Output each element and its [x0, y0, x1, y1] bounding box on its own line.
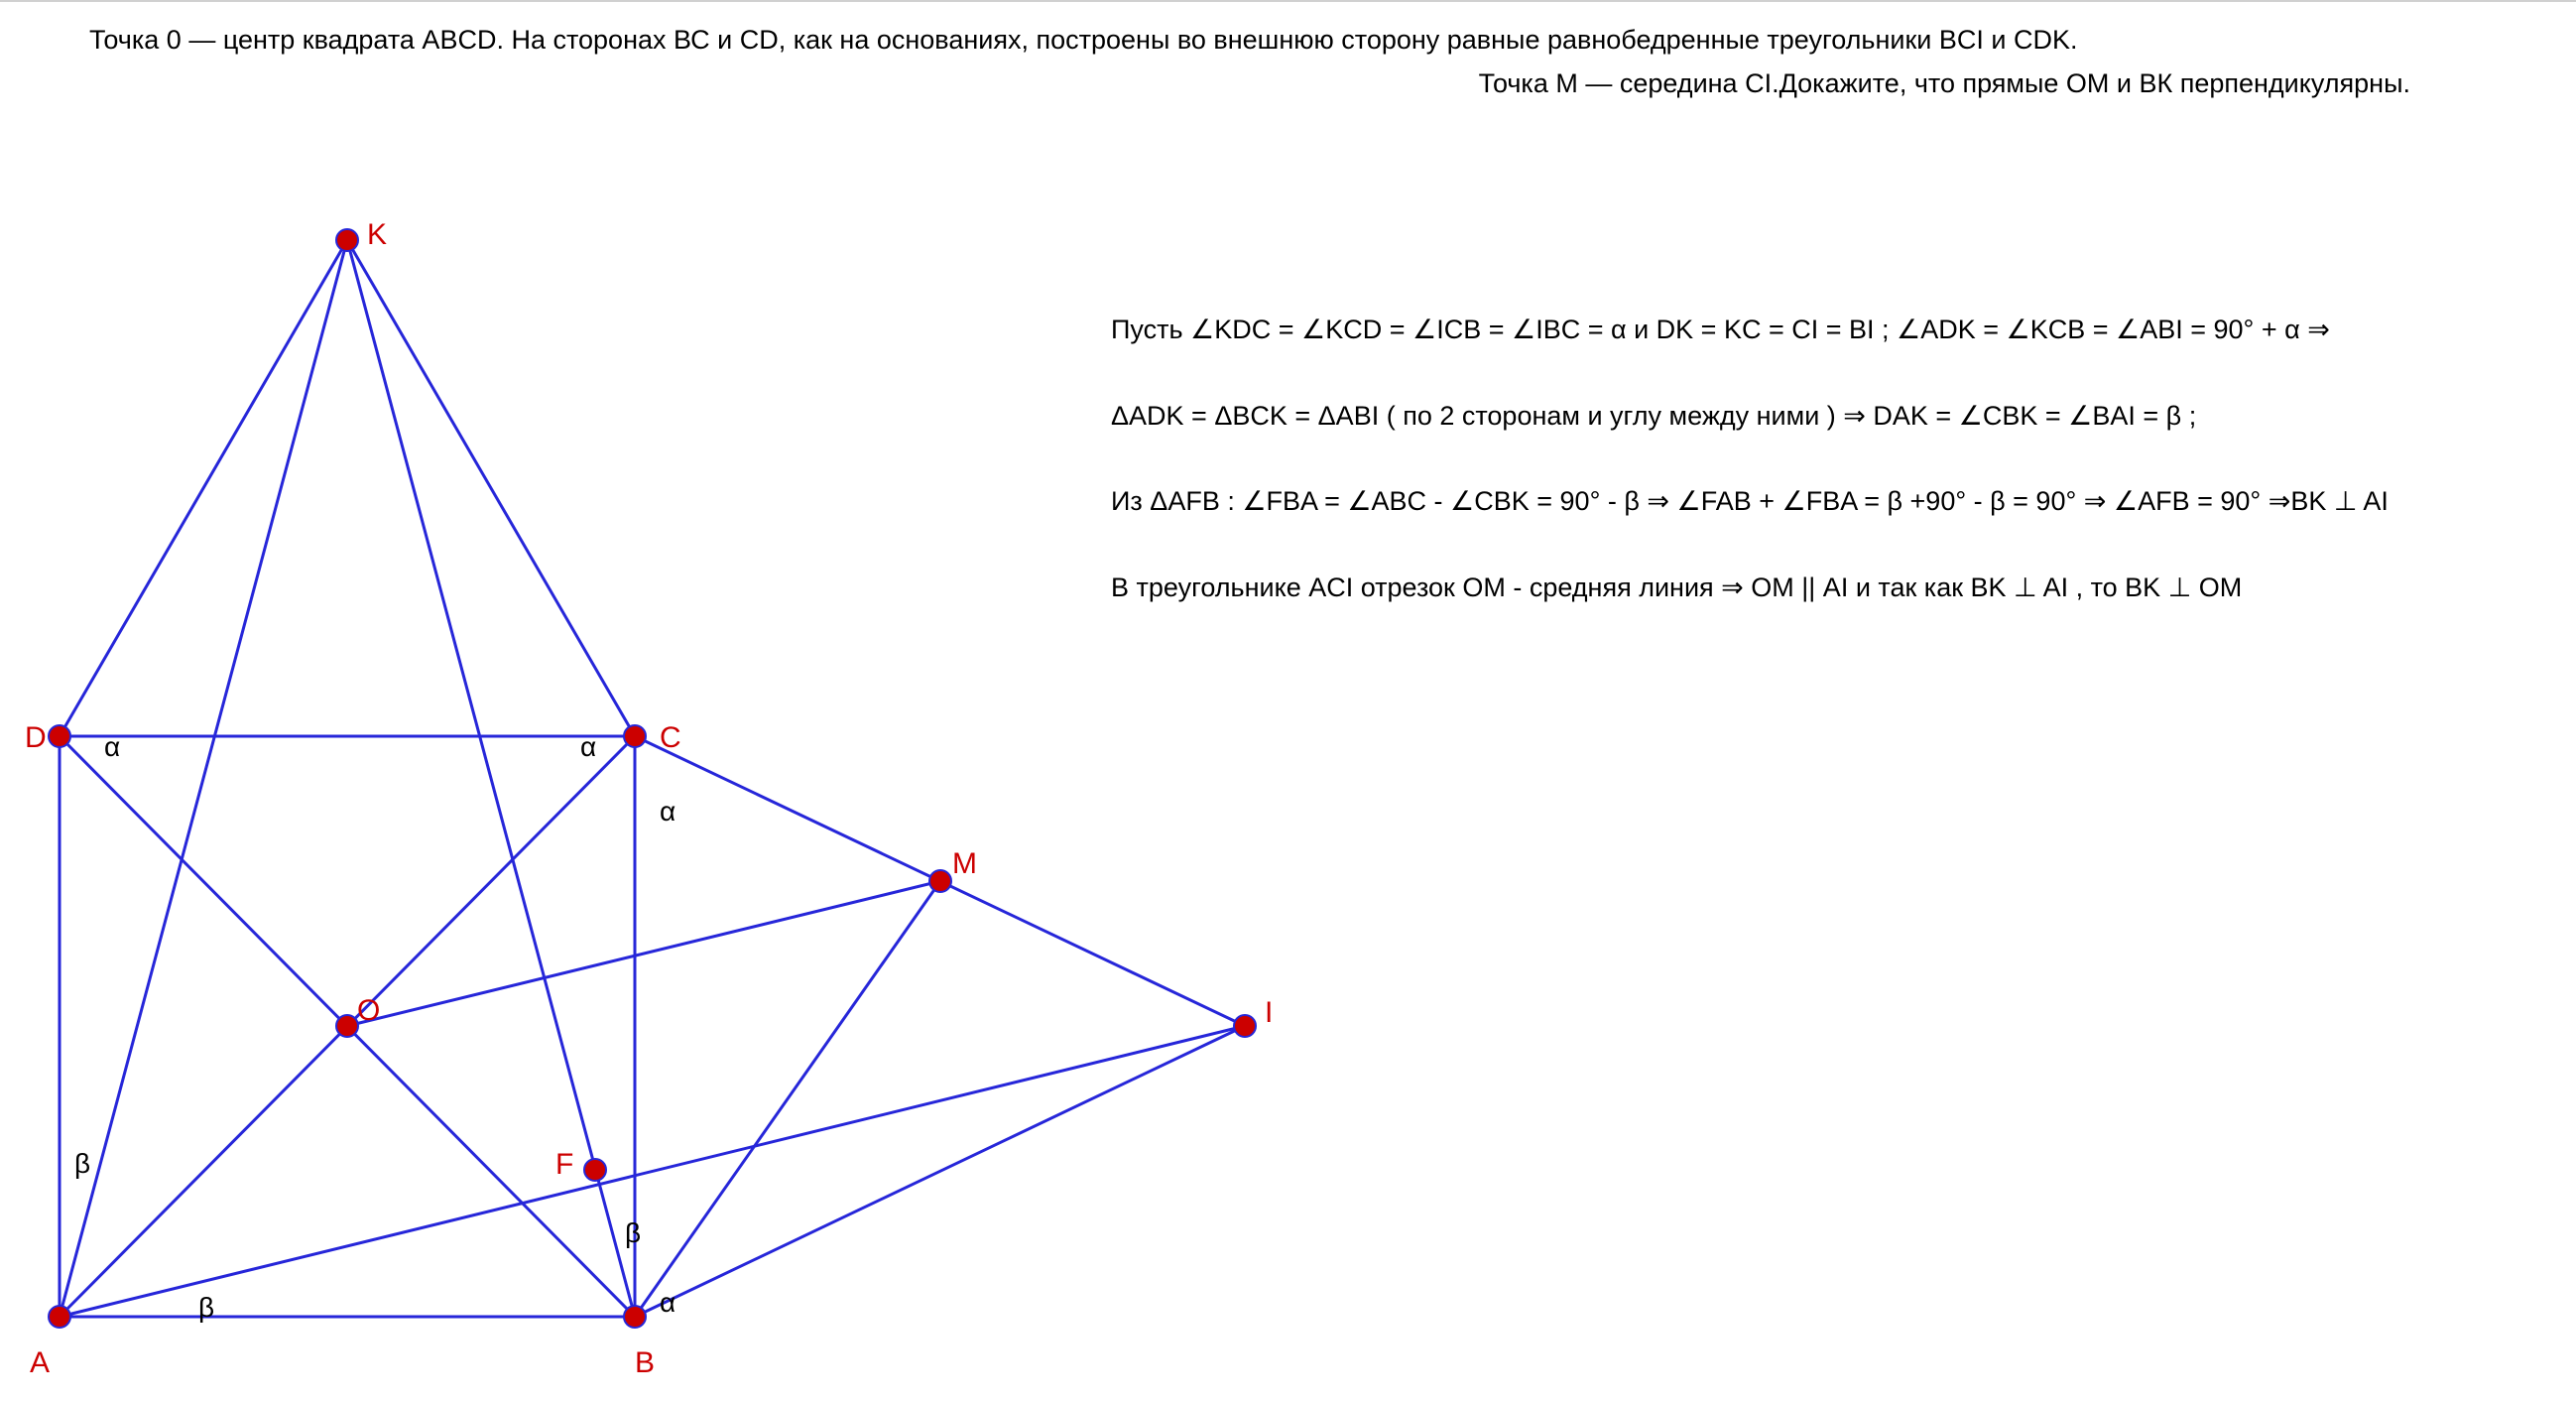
proof-line-2: ΔADK = ΔBCK = ΔABI ( по 2 сторонам и угл…	[1111, 396, 2539, 437]
point-label-C: C	[660, 721, 681, 755]
page-root: Точка 0 — центр квадрата ABCD. На сторон…	[0, 0, 2576, 1403]
point-F	[584, 1159, 606, 1181]
point-I	[1234, 1015, 1256, 1037]
segment-D-K	[60, 240, 347, 736]
segment-O-M	[347, 881, 940, 1026]
angle-label-0: α	[104, 731, 120, 763]
point-A	[49, 1306, 70, 1328]
segment-I-B	[635, 1026, 1245, 1317]
angle-label-4: β	[74, 1148, 90, 1180]
angle-label-2: α	[660, 796, 675, 828]
point-C	[624, 725, 646, 747]
angle-label-6: β	[625, 1217, 641, 1249]
problem-line-1: Точка 0 — центр квадрата ABCD. На сторон…	[89, 22, 2470, 60]
point-label-F: F	[555, 1148, 573, 1182]
problem-statement: Точка 0 — центр квадрата ABCD. На сторон…	[89, 22, 2470, 103]
point-label-I: I	[1265, 996, 1273, 1030]
diagram-svg	[0, 181, 1289, 1391]
point-D	[49, 725, 70, 747]
proof-line-1: Пусть ∠KDC = ∠KCD = ∠ICB = ∠IBC = α и DK…	[1111, 310, 2539, 350]
point-label-D: D	[25, 721, 47, 755]
segment-A-I	[60, 1026, 1245, 1317]
angle-label-3: α	[660, 1287, 675, 1319]
proof-line-4: В треугольнике ACI отрезок ОМ - средняя …	[1111, 568, 2539, 608]
point-label-O: O	[357, 994, 380, 1028]
angle-label-1: α	[580, 731, 596, 763]
point-M	[929, 870, 951, 892]
point-label-B: B	[635, 1346, 655, 1380]
point-O	[336, 1015, 358, 1037]
segment-B-M	[635, 881, 940, 1317]
problem-line-2: Точка М — середина CI.Докажите, что прям…	[89, 65, 2470, 103]
point-label-K: K	[367, 218, 387, 252]
geometry-diagram: A B C D O K I M Fα α α α β β β	[0, 181, 1289, 1391]
point-label-A: A	[30, 1346, 50, 1380]
point-K	[336, 229, 358, 251]
point-B	[624, 1306, 646, 1328]
proof-line-3: Из ΔAFB : ∠FBA = ∠ABC - ∠CBK = 90° - β ⇒…	[1111, 481, 2539, 522]
proof-text: Пусть ∠KDC = ∠KCD = ∠ICB = ∠IBC = α и DK…	[1111, 310, 2539, 653]
segment-K-C	[347, 240, 635, 736]
point-label-M: M	[952, 847, 977, 881]
angle-label-5: β	[198, 1292, 214, 1324]
